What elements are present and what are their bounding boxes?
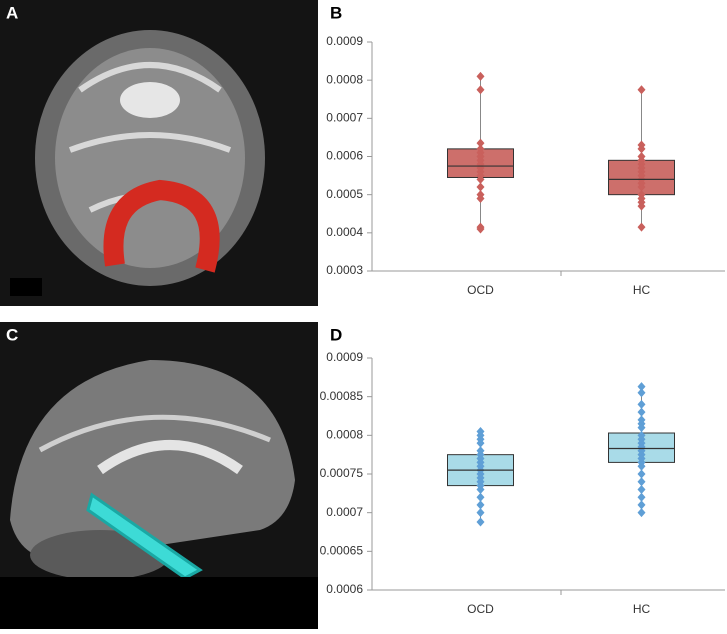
data-point xyxy=(637,388,646,398)
y-tick-label: 0.0008 xyxy=(326,72,363,86)
data-point xyxy=(476,508,485,518)
panel-label: A xyxy=(6,3,18,22)
x-tick-label: OCD xyxy=(467,283,494,297)
data-point xyxy=(637,484,646,494)
data-point xyxy=(637,492,646,502)
y-tick-label: 0.00085 xyxy=(320,389,364,403)
y-tick-label: 0.00075 xyxy=(320,466,364,480)
data-point xyxy=(476,492,485,502)
y-tick-label: 0.0009 xyxy=(326,350,363,364)
y-tick-label: 0.0003 xyxy=(326,263,363,277)
data-point xyxy=(476,71,485,81)
y-tick-label: 0.0005 xyxy=(326,187,363,201)
y-tick-label: 0.0007 xyxy=(326,505,363,519)
data-point xyxy=(637,423,646,433)
data-point xyxy=(637,500,646,510)
panel-label: B xyxy=(330,3,342,22)
y-tick-label: 0.0007 xyxy=(326,111,363,125)
data-point xyxy=(476,224,485,234)
data-point xyxy=(637,222,646,232)
data-point xyxy=(637,382,646,392)
data-point xyxy=(476,85,485,95)
x-tick-label: HC xyxy=(633,602,651,616)
brain-sagittal-image xyxy=(0,322,318,629)
data-point xyxy=(637,407,646,417)
data-point xyxy=(476,174,485,184)
data-point xyxy=(637,85,646,95)
data-point xyxy=(637,508,646,518)
data-point xyxy=(637,182,646,192)
data-point xyxy=(637,469,646,479)
brain-axial-image xyxy=(0,0,318,306)
y-tick-label: 0.0009 xyxy=(326,34,363,48)
y-tick-label: 0.0004 xyxy=(326,225,363,239)
data-point xyxy=(476,138,485,148)
data-point xyxy=(637,477,646,487)
data-point xyxy=(476,484,485,494)
data-point xyxy=(476,517,485,527)
panel-label: C xyxy=(6,325,18,344)
data-point xyxy=(476,193,485,203)
y-tick-label: 0.0008 xyxy=(326,428,363,442)
data-point xyxy=(637,144,646,154)
data-point xyxy=(637,201,646,211)
data-point xyxy=(476,182,485,192)
panel-label: D xyxy=(330,325,342,344)
data-point xyxy=(637,399,646,409)
data-point xyxy=(476,500,485,510)
data-point xyxy=(476,438,485,448)
x-tick-label: OCD xyxy=(467,602,494,616)
x-tick-label: HC xyxy=(633,283,651,297)
data-point xyxy=(637,461,646,471)
y-tick-label: 0.00065 xyxy=(320,544,364,558)
y-tick-label: 0.0006 xyxy=(326,149,363,163)
y-tick-label: 0.0006 xyxy=(326,582,363,596)
